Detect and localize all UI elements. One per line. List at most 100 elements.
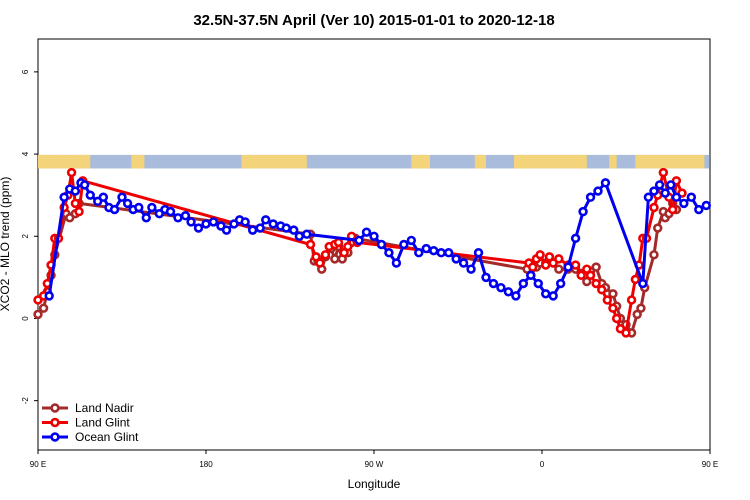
land-segment [514, 154, 587, 169]
ocean-glint-point [384, 248, 394, 258]
ocean-glint-point [511, 291, 521, 301]
land-nadir-point [554, 264, 564, 274]
ocean-glint-point [600, 178, 611, 188]
ocean-glint-point [193, 223, 204, 233]
ocean-glint-point [109, 204, 120, 215]
ocean-glint-point [302, 229, 312, 239]
ocean-glint-point [147, 202, 157, 213]
ocean-glint-point [240, 217, 250, 227]
ocean-glint-point [466, 264, 476, 274]
ocean-glint-point [443, 248, 454, 258]
ocean-glint-point [59, 192, 69, 202]
ocean-glint-point [666, 180, 676, 190]
legend-ocean-glint-label: Ocean Glint [75, 430, 139, 444]
ocean-glint-point [261, 215, 271, 225]
ocean-glint-point [654, 180, 665, 190]
ocean-glint-point [541, 289, 551, 299]
ocean-glint-point [503, 287, 514, 297]
ocean-glint-point [117, 192, 127, 202]
series [33, 167, 711, 338]
ocean-glint-point [255, 223, 265, 233]
ocean-glint-point [391, 258, 402, 268]
ocean-glint-point [201, 219, 211, 229]
ocean-glint-point [406, 235, 417, 246]
ocean-glint-point [268, 219, 278, 229]
land-glint-point [74, 206, 84, 217]
ocean-glint-point [679, 198, 689, 209]
ocean-glint-point [221, 225, 232, 235]
ocean-glint-point [548, 291, 558, 301]
land-glint-point [535, 250, 545, 260]
ocean-glint-point [361, 227, 372, 237]
ocean-glint-point [593, 186, 603, 196]
ocean-glint-point [134, 202, 144, 213]
land-glint-point [576, 270, 586, 281]
chart-title: 32.5N-37.5N April (Ver 10) 2015-01-01 to… [193, 12, 554, 29]
y-tick-label: -2 [21, 397, 30, 405]
ocean-glint-point [488, 278, 499, 289]
land-glint-point [527, 262, 538, 272]
ocean-glint-point [660, 188, 670, 198]
land-glint-point [66, 167, 77, 178]
land-glint-point [602, 295, 613, 305]
land-glint-point [541, 260, 551, 270]
ocean-glint-point [643, 192, 654, 202]
ocean-glint-point [186, 217, 196, 227]
ocean-glint-point [585, 192, 596, 202]
ocean-glint-point [294, 231, 305, 241]
x-axis-label: Longitude [348, 477, 401, 491]
land-glint-point [658, 167, 669, 178]
x-tick-label: 0 [540, 460, 545, 469]
x-tick-label: 90 E [702, 460, 718, 469]
y-tick-label: 6 [21, 69, 30, 74]
ocean-glint-point [526, 270, 536, 281]
ocean-glint-point [165, 206, 176, 217]
land-glint-point [630, 274, 641, 285]
x-tick-label: 90 E [30, 460, 46, 469]
land-segment [75, 154, 91, 169]
land-glint-line [37, 171, 684, 335]
ocean-glint-point [686, 192, 697, 202]
land-segment [241, 154, 307, 169]
ocean-glint-point [458, 258, 469, 268]
ocean-glint-point [638, 278, 648, 289]
ocean-glint-point [208, 217, 219, 227]
ocean-glint-point [701, 200, 711, 211]
ocean-glint-point [671, 192, 682, 202]
ocean-glint-point [496, 282, 506, 293]
ocean-glint-point [481, 272, 491, 283]
land-glint-point [591, 278, 601, 289]
ocean-glint-point [354, 235, 364, 246]
land-segment [635, 154, 705, 169]
land-glint-point [320, 250, 331, 260]
ocean-glint-point [70, 186, 81, 196]
ocean-glint-point [451, 254, 461, 264]
land-glint-point [649, 202, 659, 213]
ocean-glint-point [122, 198, 133, 209]
y-tick-label: 4 [21, 151, 30, 156]
ocean-glint-point [247, 225, 258, 235]
x-tick-label: 180 [199, 460, 213, 469]
land-glint-point [608, 303, 618, 313]
ocean-glint-point [436, 248, 446, 258]
land-segment [60, 154, 65, 169]
land-glint-point [343, 241, 353, 252]
legend-land-glint-marker [50, 417, 60, 428]
ocean-glint-point [473, 248, 484, 258]
ocean-glint-point [555, 278, 566, 289]
land-segment [411, 154, 430, 169]
land-glint-point [570, 260, 581, 270]
land-glint-point [621, 328, 631, 338]
land-nadir-point [33, 309, 43, 320]
land-glint-point [611, 313, 622, 324]
land-glint-point [333, 237, 344, 248]
land-nadir-point [636, 303, 646, 313]
land-segment [609, 154, 617, 169]
y-tick-label: 2 [21, 234, 30, 239]
ocean-glint-point [570, 233, 581, 244]
x-tick-label: 90 W [365, 460, 384, 469]
land-nadir-point [38, 303, 49, 313]
ocean-glint-point [85, 190, 95, 200]
